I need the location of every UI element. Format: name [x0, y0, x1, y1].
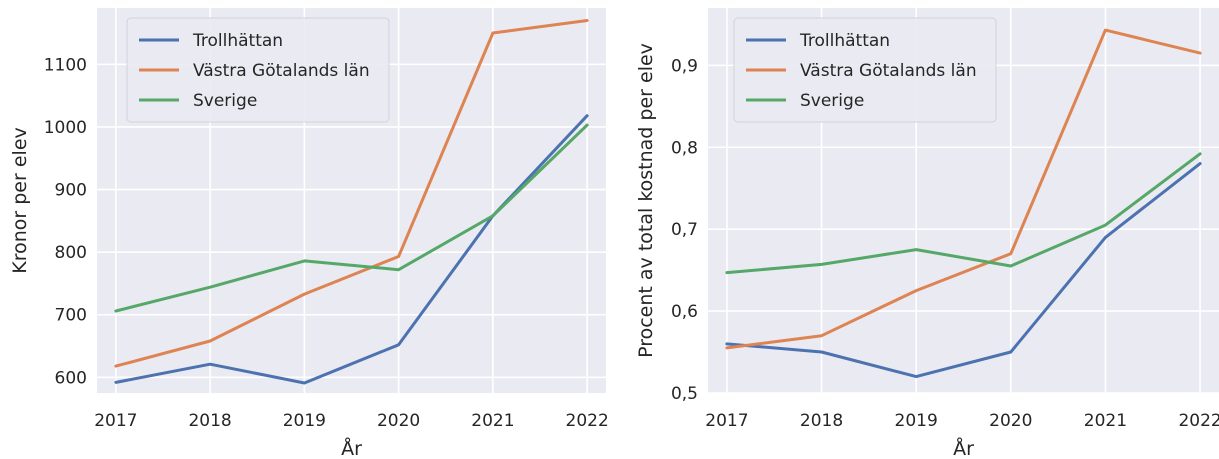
- series-line: [114, 123, 589, 313]
- x-tick-label: 2021: [471, 411, 514, 431]
- y-tick-label: 600: [55, 368, 87, 388]
- legend-label: Västra Götalands län: [800, 61, 977, 81]
- legend-label: Västra Götalands län: [193, 61, 370, 81]
- y-tick-label: 700: [55, 306, 87, 326]
- chart-panel-procent: 2017 2018 2019 2020 2021 2022 0,5 0,6 0,7 0,8 0,9 Å…: [635, 8, 1219, 459]
- series-line: [725, 162, 1202, 379]
- x-tick-label: 2018: [188, 411, 231, 431]
- y-tick-label: 900: [55, 181, 87, 201]
- x-tick-label: 2020: [377, 411, 420, 431]
- x-tick-label: 2018: [800, 411, 843, 431]
- y-tick-label: 0,8: [671, 138, 698, 158]
- x-tick-label: 2019: [895, 411, 938, 431]
- series-line: [725, 28, 1202, 350]
- x-tick-label: 2020: [989, 411, 1032, 431]
- y-axis-label: Kronor per elev: [9, 127, 31, 274]
- legend-label: Trollhättan: [192, 31, 283, 51]
- y-tick-label: 1100: [44, 55, 87, 75]
- x-axis-label: År: [341, 437, 362, 459]
- legend-label: Sverige: [800, 91, 864, 111]
- y-tick-label: 0,9: [671, 56, 698, 76]
- x-axis-label: År: [953, 437, 974, 459]
- y-tick-label: 0,5: [671, 384, 698, 404]
- x-tick-label: 2019: [283, 411, 326, 431]
- y-tick-label: 800: [55, 243, 87, 263]
- x-tick-label: 2022: [566, 411, 609, 431]
- x-tick-label: 2017: [705, 411, 748, 431]
- chart-panel-kronor: 2017 2018 2019 2020 2021 2022 600 700 800 900 1000…: [9, 8, 609, 459]
- y-axis-label: Procent av total kostnad per elev: [635, 43, 657, 358]
- legend-label: Sverige: [193, 91, 257, 111]
- legend-label: Trollhättan: [799, 31, 890, 51]
- legend-box: [126, 17, 390, 123]
- series-line: [725, 152, 1202, 275]
- series-line: [114, 19, 589, 368]
- x-tick-label: 2021: [1084, 411, 1127, 431]
- x-tick-label: 2022: [1178, 411, 1219, 431]
- legend-box: [733, 17, 997, 123]
- y-tick-label: 0,6: [671, 302, 698, 322]
- y-tick-label: 1000: [44, 118, 87, 138]
- x-tick-label: 2017: [94, 411, 137, 431]
- y-tick-label: 0,7: [671, 220, 698, 240]
